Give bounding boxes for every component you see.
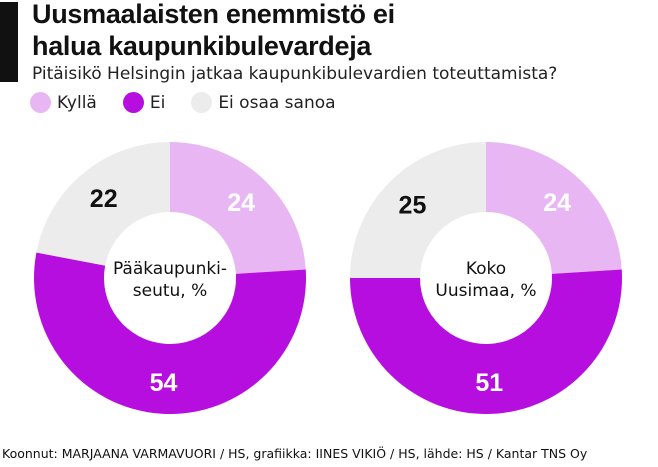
donut-chart-paakaupunkiseutu: 24 54 22 Pääkaupunki-seutu, % xyxy=(30,138,310,418)
title-line-2: halua kaupunkibulevardeja xyxy=(32,31,372,61)
legend-swatch-ei-osaa-sanoa xyxy=(191,92,213,113)
slice-ei-osaa-sanoa xyxy=(350,142,486,278)
slice-value-label-kylla: 24 xyxy=(543,189,571,217)
legend-swatch-ei xyxy=(122,92,144,113)
center-label-line: Uusimaa, % xyxy=(435,281,536,301)
center-label-line: Pääkaupunki- xyxy=(113,259,227,279)
slice-value-label-ei-osaa-sanoa: 25 xyxy=(399,191,427,219)
slice-kylla xyxy=(486,142,622,274)
center-label-line: Koko xyxy=(466,259,506,279)
legend-label-ei: Ei xyxy=(149,92,166,113)
title-line-1: Uusmaalaisten enemmistö ei xyxy=(32,0,395,29)
donut-svg: 24 54 22 Pääkaupunki-seutu, % xyxy=(33,142,306,414)
legend-item-ei: Ei xyxy=(122,92,166,113)
title-accent-bar xyxy=(0,2,18,82)
legend-label-ei-osaa-sanoa: Ei osaa sanoa xyxy=(218,92,336,113)
legend-item-ei-osaa-sanoa: Ei osaa sanoa xyxy=(191,92,336,113)
legend-swatch-kylla xyxy=(30,92,51,113)
survey-question: Pitäisikö Helsingin jatkaa kaupunkibulev… xyxy=(32,64,558,84)
donut-chart-koko-uusimaa: 24 51 25 Koko Uusimaa, % xyxy=(346,138,626,418)
slice-kylla xyxy=(170,142,306,274)
slice-value-label-ei-osaa-sanoa: 22 xyxy=(90,185,118,213)
slice-value-label-ei: 54 xyxy=(150,369,178,397)
chart-title: Uusmaalaisten enemmistö ei halua kaupunk… xyxy=(32,0,632,62)
slice-value-label-kylla: 24 xyxy=(227,189,255,217)
slice-ei-osaa-sanoa xyxy=(36,142,170,266)
center-label-line: seutu, % xyxy=(133,281,208,301)
legend-label-kylla: Kyllä xyxy=(57,92,97,113)
credits-footer: Koonnut: MARJAANA VARMAVUORI / HS, grafi… xyxy=(2,446,588,461)
legend: Kyllä Ei Ei osaa sanoa xyxy=(30,92,362,113)
slice-value-label-ei: 51 xyxy=(475,369,503,397)
slice-ei xyxy=(350,269,622,415)
slice-ei xyxy=(33,252,306,414)
legend-item-kylla: Kyllä xyxy=(30,92,97,113)
